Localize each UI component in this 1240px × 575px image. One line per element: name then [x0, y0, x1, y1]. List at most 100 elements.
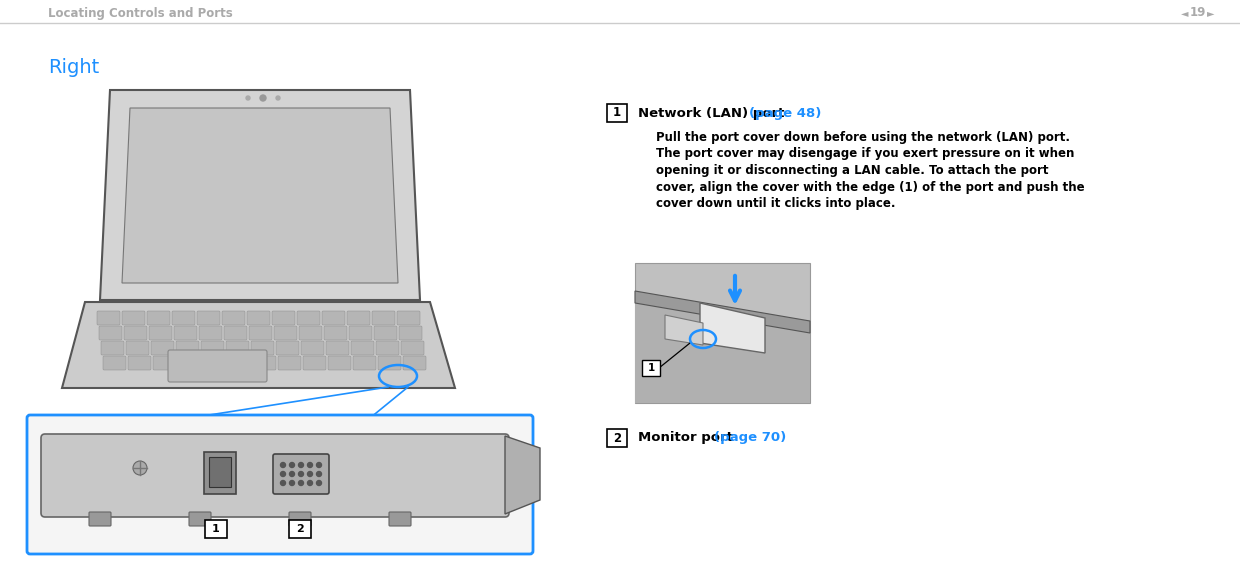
FancyBboxPatch shape [347, 311, 370, 325]
FancyBboxPatch shape [277, 341, 299, 355]
FancyBboxPatch shape [100, 341, 124, 355]
Text: 2: 2 [613, 431, 621, 444]
Text: Pull the port cover down before using the network (LAN) port.: Pull the port cover down before using th… [656, 131, 1070, 144]
FancyBboxPatch shape [326, 341, 348, 355]
Text: cover down until it clicks into place.: cover down until it clicks into place. [656, 197, 895, 210]
Circle shape [289, 462, 295, 467]
Circle shape [280, 481, 285, 485]
Text: Network (LAN) port: Network (LAN) port [639, 106, 789, 120]
FancyBboxPatch shape [298, 311, 320, 325]
Text: cover, align the cover with the edge (1) of the port and push the: cover, align the cover with the edge (1)… [656, 181, 1085, 194]
FancyBboxPatch shape [89, 512, 112, 526]
FancyBboxPatch shape [299, 326, 322, 340]
Text: 1: 1 [212, 524, 219, 534]
FancyBboxPatch shape [399, 326, 422, 340]
FancyBboxPatch shape [278, 356, 301, 370]
Text: opening it or disconnecting a LAN cable. To attach the port: opening it or disconnecting a LAN cable.… [656, 164, 1049, 177]
FancyBboxPatch shape [253, 356, 277, 370]
FancyBboxPatch shape [289, 512, 311, 526]
FancyBboxPatch shape [247, 311, 270, 325]
FancyBboxPatch shape [397, 311, 420, 325]
Text: 1: 1 [647, 363, 655, 373]
FancyBboxPatch shape [122, 311, 145, 325]
Polygon shape [100, 90, 420, 300]
FancyBboxPatch shape [274, 326, 298, 340]
FancyBboxPatch shape [201, 341, 224, 355]
Circle shape [289, 481, 295, 485]
Circle shape [316, 462, 321, 467]
FancyBboxPatch shape [250, 341, 274, 355]
FancyBboxPatch shape [249, 326, 272, 340]
FancyBboxPatch shape [378, 356, 401, 370]
Circle shape [246, 96, 250, 100]
FancyBboxPatch shape [124, 326, 148, 340]
FancyBboxPatch shape [172, 311, 195, 325]
FancyBboxPatch shape [608, 429, 627, 447]
Text: 19: 19 [1190, 6, 1207, 20]
FancyBboxPatch shape [389, 512, 410, 526]
FancyBboxPatch shape [153, 356, 176, 370]
FancyBboxPatch shape [303, 356, 326, 370]
FancyBboxPatch shape [149, 326, 172, 340]
Circle shape [260, 95, 267, 101]
FancyBboxPatch shape [226, 341, 249, 355]
FancyBboxPatch shape [151, 341, 174, 355]
Text: ►: ► [1208, 8, 1215, 18]
FancyBboxPatch shape [103, 356, 126, 370]
Circle shape [280, 472, 285, 477]
FancyBboxPatch shape [179, 356, 201, 370]
Circle shape [280, 462, 285, 467]
Text: ◄: ◄ [1182, 8, 1189, 18]
FancyArrowPatch shape [730, 276, 740, 301]
Text: Monitor port: Monitor port [639, 431, 738, 444]
FancyBboxPatch shape [99, 326, 122, 340]
Circle shape [299, 462, 304, 467]
FancyBboxPatch shape [322, 311, 345, 325]
Circle shape [316, 481, 321, 485]
Circle shape [308, 462, 312, 467]
Text: The port cover may disengage if you exert pressure on it when: The port cover may disengage if you exer… [656, 148, 1074, 160]
Circle shape [299, 472, 304, 477]
FancyBboxPatch shape [642, 360, 660, 376]
FancyBboxPatch shape [608, 104, 627, 122]
FancyBboxPatch shape [222, 311, 246, 325]
FancyBboxPatch shape [174, 326, 197, 340]
Circle shape [299, 481, 304, 485]
FancyBboxPatch shape [289, 520, 311, 538]
Text: Locating Controls and Ports: Locating Controls and Ports [48, 6, 233, 20]
Circle shape [308, 481, 312, 485]
Circle shape [316, 472, 321, 477]
Bar [635, 263, 810, 403]
FancyBboxPatch shape [197, 311, 219, 325]
FancyBboxPatch shape [329, 356, 351, 370]
FancyBboxPatch shape [97, 311, 120, 325]
Text: (page 70): (page 70) [714, 431, 786, 444]
Polygon shape [505, 436, 539, 514]
FancyBboxPatch shape [176, 341, 198, 355]
FancyBboxPatch shape [205, 452, 236, 494]
FancyBboxPatch shape [203, 356, 226, 370]
Polygon shape [635, 291, 810, 333]
FancyBboxPatch shape [210, 457, 231, 487]
Circle shape [308, 472, 312, 477]
FancyBboxPatch shape [228, 356, 250, 370]
Text: Right: Right [48, 58, 99, 77]
FancyBboxPatch shape [374, 326, 397, 340]
FancyBboxPatch shape [372, 311, 396, 325]
FancyBboxPatch shape [167, 350, 267, 382]
FancyBboxPatch shape [126, 341, 149, 355]
FancyBboxPatch shape [324, 326, 347, 340]
FancyBboxPatch shape [128, 356, 151, 370]
FancyBboxPatch shape [198, 326, 222, 340]
Text: (page 48): (page 48) [749, 106, 822, 120]
Polygon shape [635, 293, 810, 403]
FancyBboxPatch shape [205, 520, 227, 538]
FancyBboxPatch shape [272, 311, 295, 325]
FancyBboxPatch shape [148, 311, 170, 325]
FancyBboxPatch shape [188, 512, 211, 526]
Polygon shape [701, 303, 765, 353]
FancyBboxPatch shape [351, 341, 374, 355]
FancyBboxPatch shape [27, 415, 533, 554]
Circle shape [133, 461, 148, 475]
FancyBboxPatch shape [41, 434, 508, 517]
